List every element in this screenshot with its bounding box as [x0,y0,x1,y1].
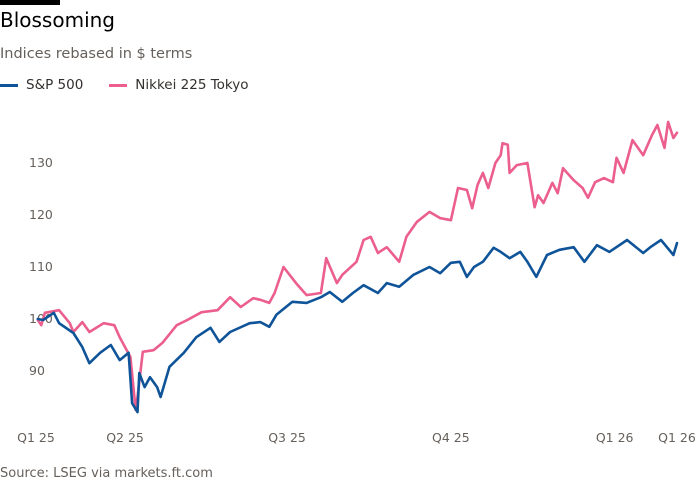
legend-swatch-sp500 [0,83,18,87]
y-tick-label: 110 [29,259,53,274]
legend-label-sp500: S&P 500 [26,77,84,93]
x-tick-label: Q1 26 [658,430,696,445]
legend-item-sp500: S&P 500 [0,77,83,93]
x-tick-label: Q2 25 [106,430,144,445]
legend-item-nikkei: Nikkei 225 Tokyo [109,77,249,93]
series-line-sp500 [36,238,679,414]
y-tick-label: 130 [29,155,53,170]
x-tick-label: Q3 25 [268,430,306,445]
series-line-nikkei [36,120,679,412]
legend-label-nikkei: Nikkei 225 Tokyo [135,77,249,93]
x-tick-label: Q1 26 [596,430,634,445]
x-tick-label: Q4 25 [432,430,470,445]
chart-subtitle: Indices rebased in $ terms [0,46,193,62]
legend-swatch-nikkei [109,83,128,87]
brand-bar [0,0,60,5]
source-note: Source: LSEG via markets.ft.com [0,466,213,481]
y-tick-label: 90 [29,363,45,378]
x-tick-label: Q1 25 [17,430,55,445]
chart-title: Blossoming [0,8,115,32]
y-tick-label: 120 [29,207,53,222]
legend: S&P 500 Nikkei 225 Tokyo [0,77,249,93]
